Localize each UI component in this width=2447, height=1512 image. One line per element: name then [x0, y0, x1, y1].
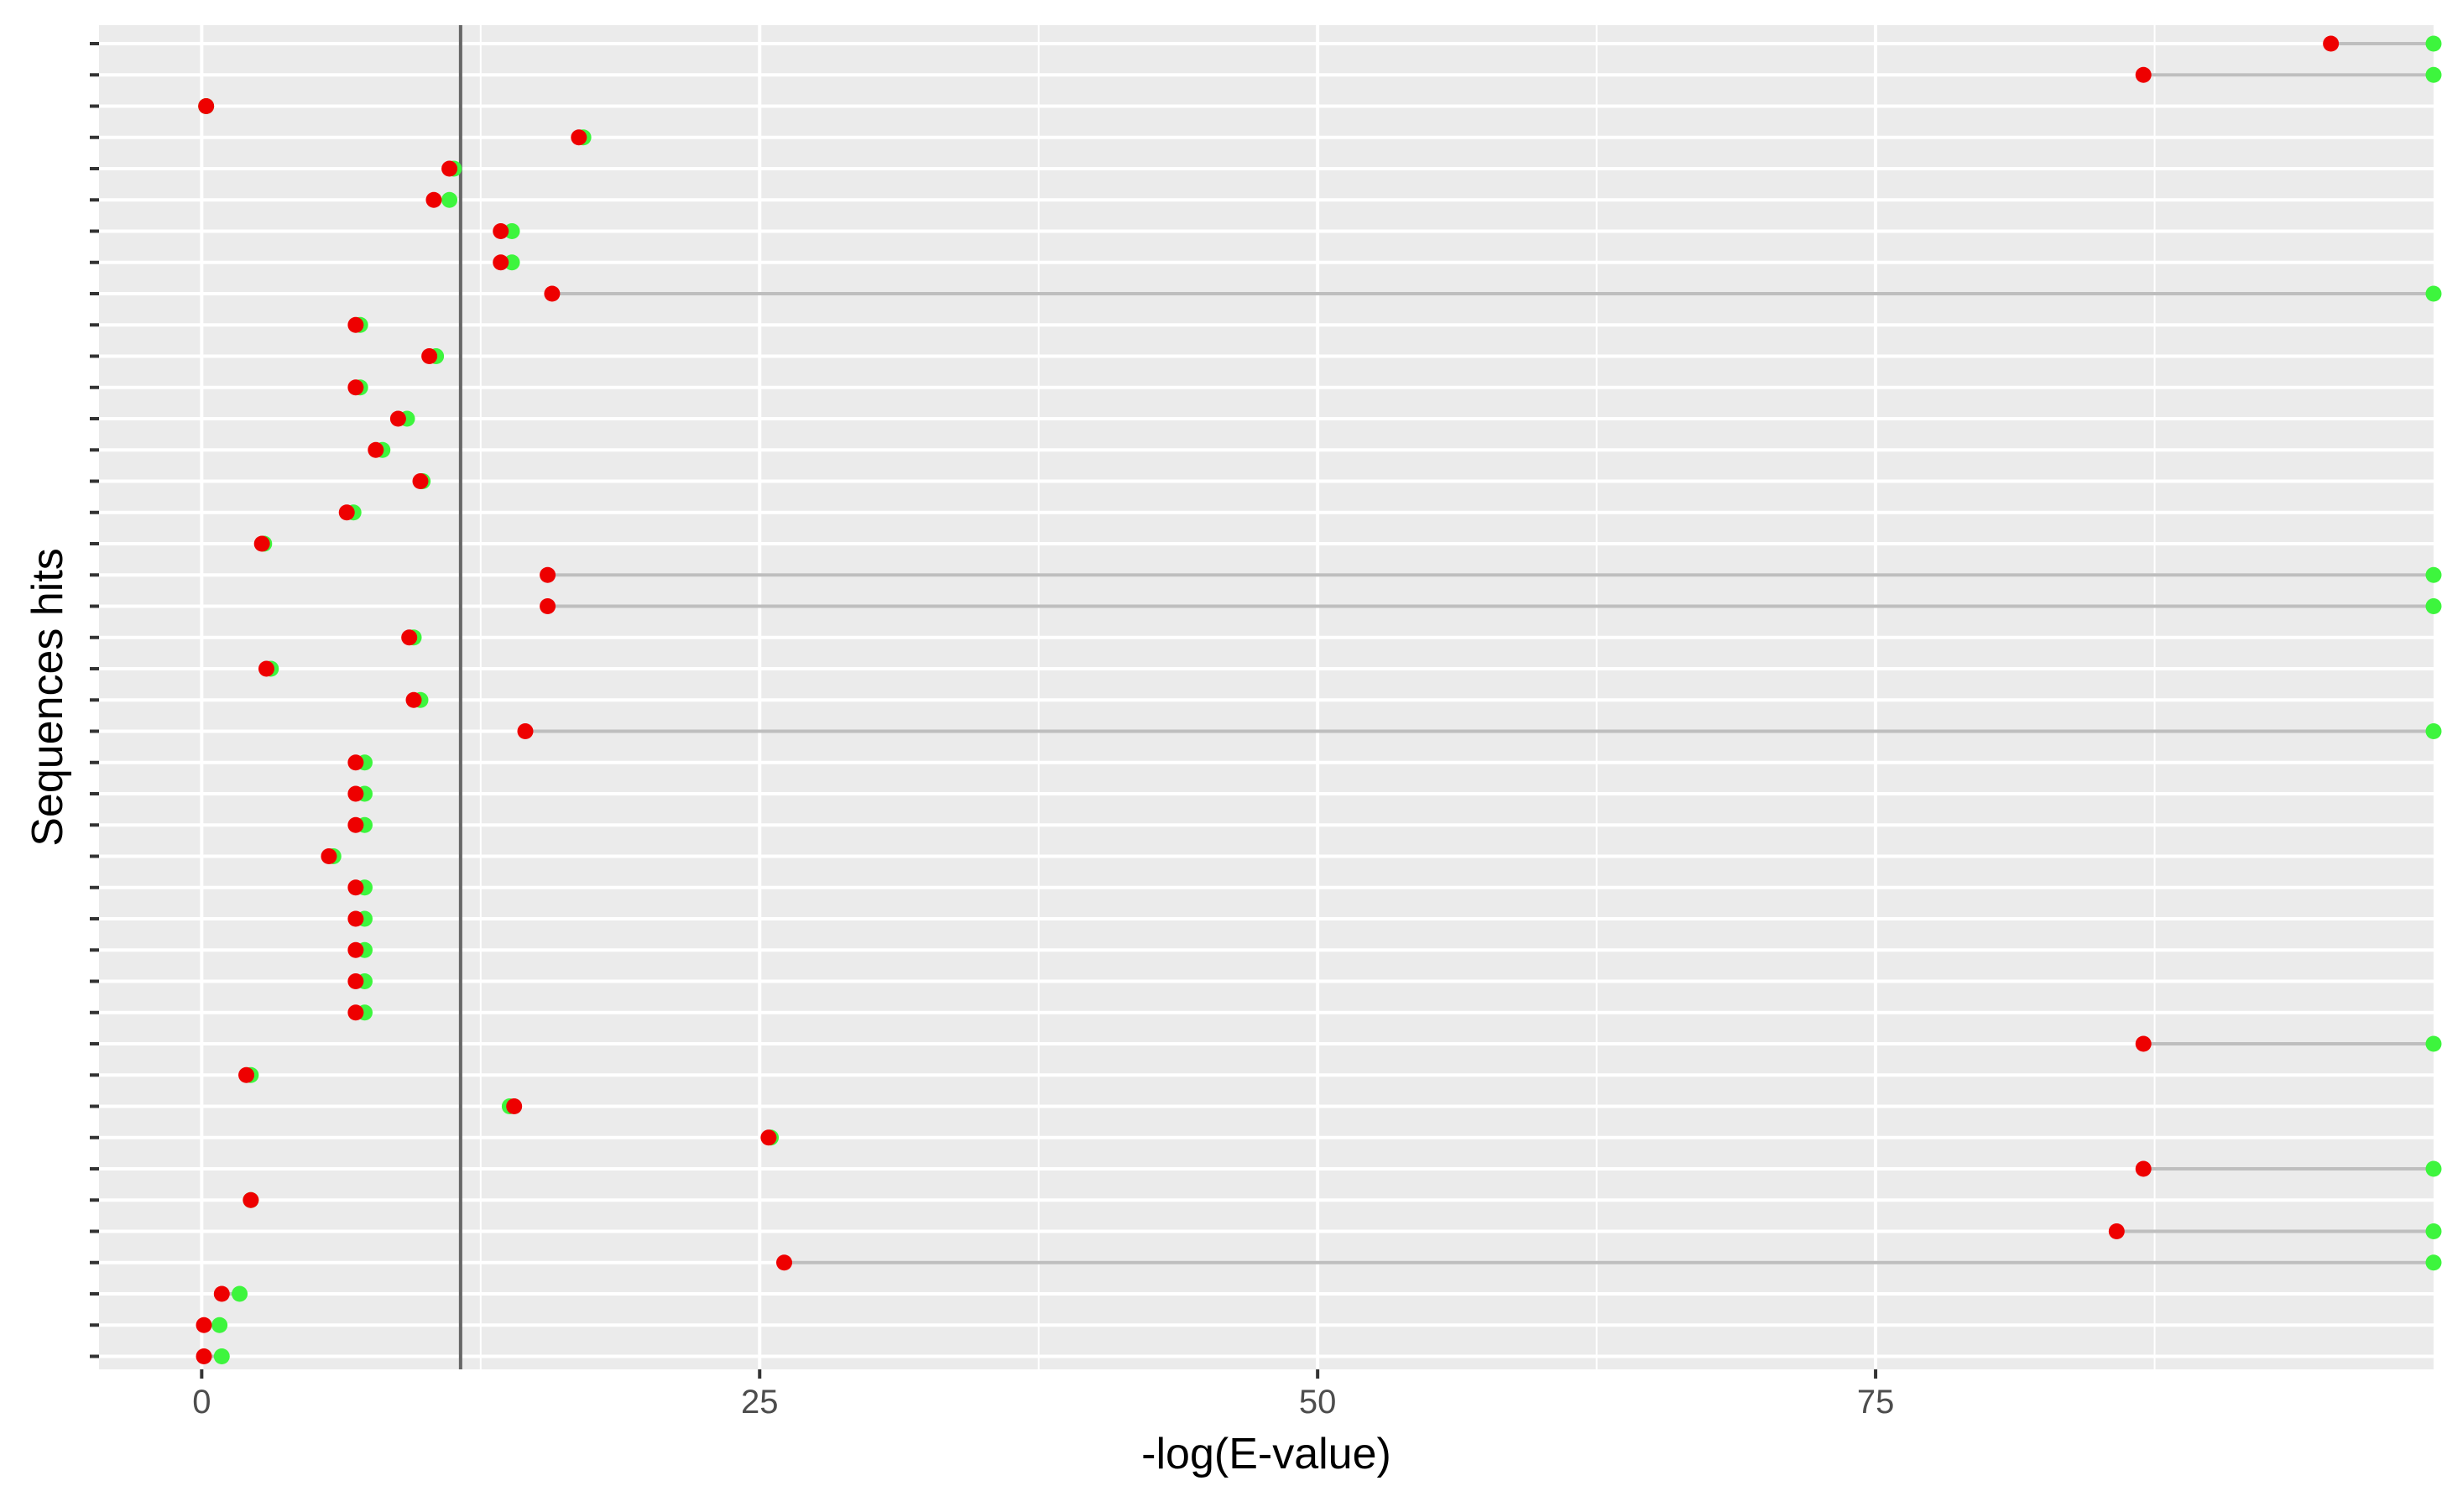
red-point: [493, 223, 509, 239]
x-ticks: [200, 1369, 1878, 1379]
red-point: [338, 504, 355, 521]
red-point: [405, 691, 422, 708]
green-point: [213, 1348, 230, 1364]
red-point: [347, 910, 364, 927]
x-tick-label: 0: [192, 1384, 211, 1421]
red-point: [198, 98, 215, 114]
red-point: [347, 973, 364, 989]
red-point: [347, 785, 364, 802]
green-point: [2425, 1254, 2442, 1271]
x-axis-title: -log(E-value): [1141, 1430, 1391, 1478]
x-tick-label: 25: [741, 1384, 779, 1421]
red-point: [258, 660, 274, 677]
y-ticks: [90, 42, 99, 1358]
red-point: [506, 1098, 523, 1114]
red-point: [540, 598, 556, 614]
red-point: [196, 1316, 212, 1333]
red-point: [517, 723, 534, 739]
plot-panel: [99, 25, 2434, 1369]
green-point: [2425, 566, 2442, 583]
red-point: [776, 1254, 793, 1271]
green-point: [2425, 1035, 2442, 1052]
y-axis-title: Sequences hits: [23, 548, 72, 847]
red-point: [347, 316, 364, 333]
red-point: [347, 1004, 364, 1021]
red-point: [347, 879, 364, 896]
x-tick-labels: 0 25 50 75: [192, 1384, 1894, 1421]
red-point: [347, 941, 364, 958]
red-point: [544, 285, 561, 302]
red-point: [253, 535, 270, 552]
x-gridlines: [200, 25, 2156, 1369]
red-point: [540, 566, 556, 583]
red-point: [425, 191, 442, 208]
green-point: [2425, 1223, 2442, 1239]
red-points: [196, 35, 2340, 1364]
green-point: [2425, 1160, 2442, 1177]
red-point: [2323, 35, 2340, 52]
red-point: [2108, 1223, 2125, 1239]
red-point: [441, 160, 458, 177]
green-point: [232, 1285, 248, 1302]
green-point: [211, 1316, 228, 1333]
red-point: [196, 1348, 212, 1364]
green-point: [2425, 66, 2442, 83]
red-point: [243, 1191, 259, 1208]
red-point: [321, 848, 337, 864]
red-point: [571, 129, 587, 146]
red-point: [2135, 1160, 2152, 1177]
x-tick-label: 75: [1857, 1384, 1895, 1421]
red-point: [389, 410, 406, 427]
red-point: [238, 1066, 255, 1083]
green-point: [503, 223, 520, 239]
red-point: [368, 441, 384, 458]
red-point: [347, 816, 364, 833]
red-point: [347, 754, 364, 771]
green-point: [2425, 723, 2442, 739]
green-point: [441, 191, 458, 208]
red-point: [493, 254, 509, 271]
red-point: [2135, 66, 2152, 83]
green-point: [2425, 285, 2442, 302]
segments: [204, 42, 2434, 1358]
green-point: [2425, 35, 2442, 52]
red-point: [401, 629, 418, 646]
red-point: [421, 348, 438, 364]
green-point: [2425, 598, 2442, 614]
x-tick-label: 50: [1299, 1384, 1337, 1421]
red-point: [412, 473, 429, 489]
red-point: [213, 1285, 230, 1302]
red-point: [347, 379, 364, 396]
red-point: [2135, 1035, 2152, 1052]
red-point: [760, 1129, 777, 1146]
green-point: [503, 254, 520, 271]
